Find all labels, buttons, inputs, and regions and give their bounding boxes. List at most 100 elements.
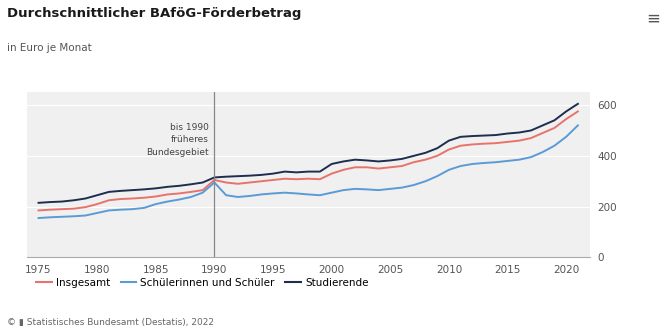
Schülerinnen und Schüler — [46, 215, 54, 219]
Insgesamt — [316, 177, 324, 181]
Insgesamt — [527, 136, 535, 140]
Schülerinnen und Schüler — [515, 158, 523, 162]
Schülerinnen und Schüler — [492, 160, 500, 164]
Insgesamt — [410, 160, 418, 164]
Studierende — [281, 170, 289, 174]
Studierende — [410, 154, 418, 158]
Schülerinnen und Schüler — [539, 150, 547, 154]
Studierende — [398, 157, 406, 161]
Insgesamt — [515, 139, 523, 143]
Insgesamt — [246, 181, 254, 184]
Insgesamt — [117, 197, 125, 201]
Schülerinnen und Schüler — [410, 183, 418, 187]
Studierende — [105, 190, 113, 194]
Schülerinnen und Schüler — [574, 123, 582, 127]
Line: Schülerinnen und Schüler: Schülerinnen und Schüler — [39, 125, 578, 218]
Schülerinnen und Schüler — [468, 162, 476, 166]
Schülerinnen und Schüler — [293, 191, 301, 195]
Studierende — [81, 197, 89, 201]
Insgesamt — [281, 177, 289, 181]
Insgesamt — [58, 207, 66, 211]
Studierende — [35, 201, 43, 205]
Studierende — [574, 102, 582, 106]
Schülerinnen und Schüler — [81, 214, 89, 217]
Insgesamt — [574, 110, 582, 114]
Insgesamt — [105, 198, 113, 202]
Studierende — [562, 110, 570, 114]
Insgesamt — [129, 197, 137, 201]
Insgesamt — [46, 208, 54, 212]
Schülerinnen und Schüler — [269, 191, 277, 195]
Schülerinnen und Schüler — [550, 144, 558, 148]
Studierende — [328, 162, 336, 166]
Schülerinnen und Schüler — [105, 209, 113, 213]
Insgesamt — [35, 209, 43, 213]
Studierende — [293, 170, 301, 174]
Studierende — [339, 159, 347, 163]
Insgesamt — [457, 144, 465, 148]
Insgesamt — [550, 126, 558, 130]
Insgesamt — [140, 196, 148, 200]
Studierende — [515, 131, 523, 135]
Schülerinnen und Schüler — [140, 206, 148, 210]
Schülerinnen und Schüler — [257, 192, 265, 196]
Schülerinnen und Schüler — [58, 215, 66, 219]
Insgesamt — [480, 142, 488, 146]
Studierende — [152, 186, 160, 190]
Studierende — [46, 200, 54, 204]
Insgesamt — [81, 205, 89, 209]
Schülerinnen und Schüler — [445, 168, 453, 172]
Insgesamt — [387, 165, 395, 169]
Studierende — [93, 193, 101, 197]
Insgesamt — [363, 165, 371, 169]
Studierende — [504, 132, 512, 136]
Insgesamt — [269, 178, 277, 182]
Schülerinnen und Schüler — [163, 200, 172, 204]
Insgesamt — [163, 192, 172, 196]
Studierende — [387, 158, 395, 162]
Studierende — [234, 174, 242, 178]
Studierende — [445, 139, 453, 143]
Studierende — [421, 151, 429, 155]
Schülerinnen und Schüler — [375, 188, 383, 192]
Schülerinnen und Schüler — [234, 195, 242, 199]
Insgesamt — [433, 154, 441, 158]
Insgesamt — [492, 141, 500, 145]
Studierende — [140, 187, 148, 191]
Insgesamt — [257, 179, 265, 183]
Insgesamt — [176, 191, 184, 195]
Studierende — [129, 188, 137, 192]
Insgesamt — [234, 182, 242, 186]
Text: Durchschnittlicher BAföG-Förderbetrag: Durchschnittlicher BAföG-Förderbetrag — [7, 7, 301, 19]
Schülerinnen und Schüler — [316, 193, 324, 197]
Schülerinnen und Schüler — [246, 194, 254, 198]
Schülerinnen und Schüler — [339, 188, 347, 192]
Schülerinnen und Schüler — [129, 207, 137, 211]
Schülerinnen und Schüler — [363, 187, 371, 191]
Studierende — [539, 123, 547, 127]
Studierende — [351, 158, 359, 162]
Studierende — [269, 172, 277, 176]
Studierende — [550, 118, 558, 122]
Schülerinnen und Schüler — [457, 164, 465, 168]
Studierende — [468, 134, 476, 138]
Schülerinnen und Schüler — [351, 187, 359, 191]
Schülerinnen und Schüler — [187, 195, 195, 199]
Legend: Insgesamt, Schülerinnen und Schüler, Studierende: Insgesamt, Schülerinnen und Schüler, Stu… — [32, 274, 373, 292]
Studierende — [375, 159, 383, 163]
Studierende — [187, 182, 195, 186]
Text: bis 1990
früheres
Bundesgebiet: bis 1990 früheres Bundesgebiet — [146, 123, 208, 157]
Studierende — [433, 146, 441, 150]
Schülerinnen und Schüler — [328, 191, 336, 195]
Schülerinnen und Schüler — [93, 211, 101, 215]
Line: Studierende: Studierende — [39, 104, 578, 203]
Insgesamt — [375, 167, 383, 171]
Insgesamt — [445, 148, 453, 151]
Schülerinnen und Schüler — [35, 216, 43, 220]
Line: Insgesamt: Insgesamt — [39, 112, 578, 211]
Insgesamt — [293, 177, 301, 181]
Insgesamt — [152, 194, 160, 198]
Schülerinnen und Schüler — [387, 187, 395, 191]
Studierende — [58, 200, 66, 204]
Schülerinnen und Schüler — [433, 174, 441, 178]
